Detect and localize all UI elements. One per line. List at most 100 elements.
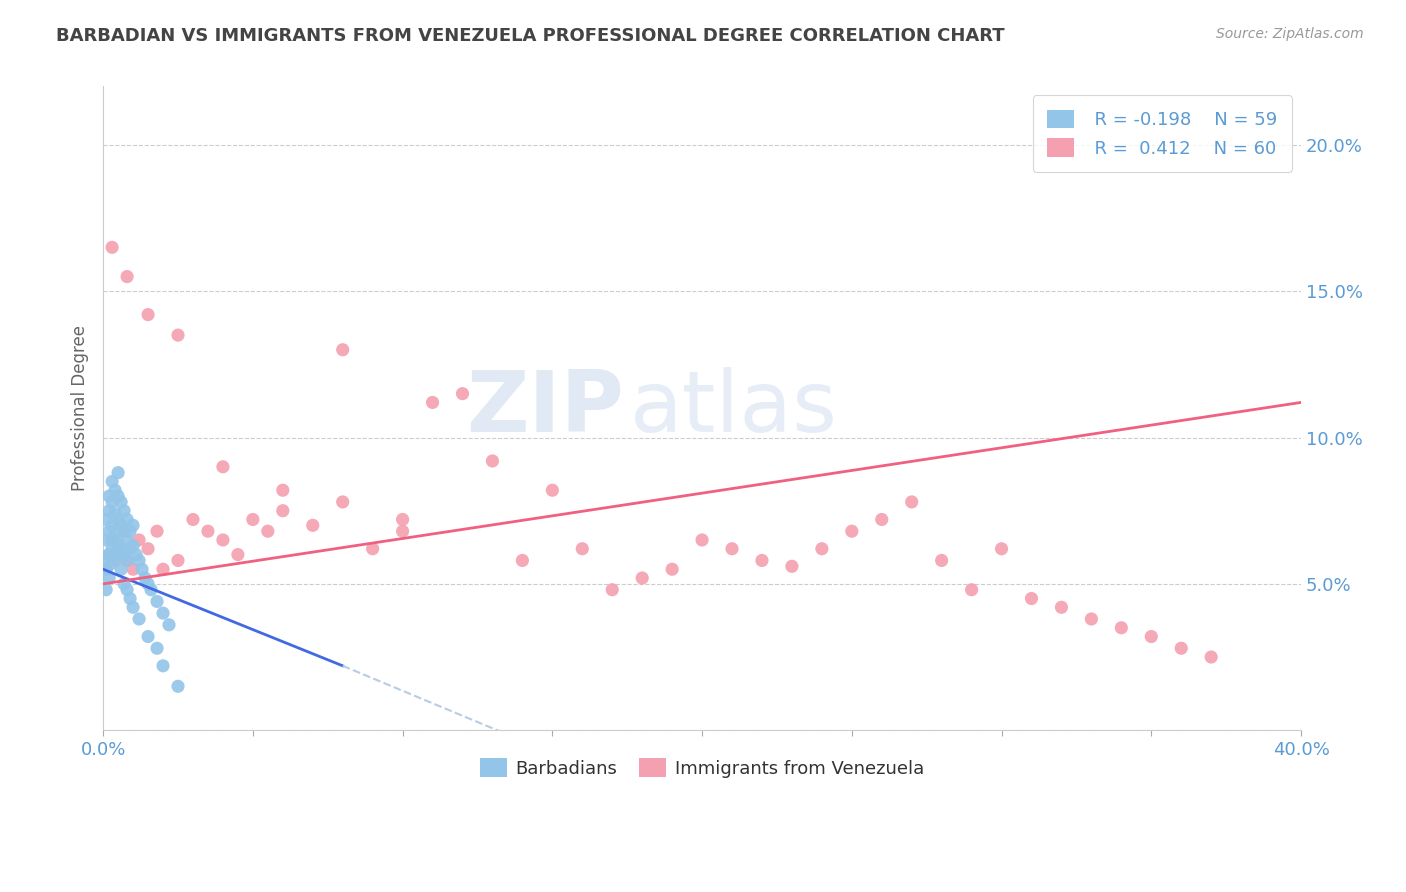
Point	[271, 504, 294, 518]
Point	[690, 533, 713, 547]
Point	[112, 504, 135, 518]
Point	[870, 512, 893, 526]
Point	[112, 548, 135, 562]
Point	[101, 533, 124, 547]
Text: BARBADIAN VS IMMIGRANTS FROM VENEZUELA PROFESSIONAL DEGREE CORRELATION CHART: BARBADIAN VS IMMIGRANTS FROM VENEZUELA P…	[56, 27, 1005, 45]
Point	[167, 328, 190, 343]
Point	[131, 562, 153, 576]
Point	[451, 386, 474, 401]
Point	[122, 600, 145, 615]
Point	[110, 518, 132, 533]
Point	[98, 548, 121, 562]
Point	[571, 541, 593, 556]
Point	[98, 571, 121, 585]
Point	[101, 475, 124, 489]
Point	[110, 495, 132, 509]
Point	[134, 571, 156, 585]
Point	[1080, 612, 1102, 626]
Point	[391, 524, 413, 539]
Point	[104, 507, 127, 521]
Point	[110, 518, 132, 533]
Point	[811, 541, 834, 556]
Point	[101, 541, 124, 556]
Point	[990, 541, 1012, 556]
Point	[332, 343, 354, 357]
Legend: Barbadians, Immigrants from Venezuela: Barbadians, Immigrants from Venezuela	[465, 744, 939, 792]
Point	[128, 612, 150, 626]
Point	[721, 541, 744, 556]
Point	[104, 550, 127, 565]
Point	[104, 524, 127, 539]
Point	[110, 541, 132, 556]
Point	[101, 557, 124, 571]
Point	[212, 533, 235, 547]
Point	[931, 553, 953, 567]
Point	[136, 577, 159, 591]
Point	[226, 548, 249, 562]
Point	[841, 524, 863, 539]
Point	[391, 512, 413, 526]
Point	[104, 553, 127, 567]
Point	[541, 483, 564, 498]
Point	[1199, 650, 1222, 665]
Point	[115, 553, 138, 567]
Point	[101, 518, 124, 533]
Point	[167, 553, 190, 567]
Point	[98, 504, 121, 518]
Point	[661, 562, 683, 576]
Point	[107, 512, 129, 526]
Point	[94, 562, 117, 576]
Point	[900, 495, 922, 509]
Point	[115, 533, 138, 547]
Point	[122, 562, 145, 576]
Point	[197, 524, 219, 539]
Point	[780, 559, 803, 574]
Point	[256, 524, 278, 539]
Point	[751, 553, 773, 567]
Point	[1111, 621, 1133, 635]
Point	[600, 582, 623, 597]
Point	[94, 512, 117, 526]
Point	[94, 533, 117, 547]
Point	[101, 495, 124, 509]
Point	[101, 240, 124, 254]
Point	[112, 524, 135, 539]
Point	[301, 518, 323, 533]
Point	[104, 533, 127, 547]
Point	[422, 395, 444, 409]
Point	[1140, 630, 1163, 644]
Point	[242, 512, 264, 526]
Point	[960, 582, 983, 597]
Point	[107, 541, 129, 556]
Point	[120, 541, 142, 556]
Point	[115, 512, 138, 526]
Point	[481, 454, 503, 468]
Point	[112, 577, 135, 591]
Point	[181, 512, 204, 526]
Point	[167, 679, 190, 693]
Point	[98, 524, 121, 539]
Point	[110, 562, 132, 576]
Point	[146, 594, 169, 608]
Point	[212, 459, 235, 474]
Point	[152, 658, 174, 673]
Point	[128, 553, 150, 567]
Text: Source: ZipAtlas.com: Source: ZipAtlas.com	[1216, 27, 1364, 41]
Point	[98, 548, 121, 562]
Point	[104, 483, 127, 498]
Point	[107, 489, 129, 503]
Point	[98, 489, 121, 503]
Point	[120, 524, 142, 539]
Point	[94, 582, 117, 597]
Point	[152, 606, 174, 620]
Text: atlas: atlas	[630, 367, 838, 450]
Point	[94, 562, 117, 576]
Point	[128, 533, 150, 547]
Point	[1170, 641, 1192, 656]
Point	[94, 553, 117, 567]
Point	[115, 269, 138, 284]
Point	[361, 541, 384, 556]
Point	[120, 591, 142, 606]
Point	[631, 571, 654, 585]
Point	[107, 548, 129, 562]
